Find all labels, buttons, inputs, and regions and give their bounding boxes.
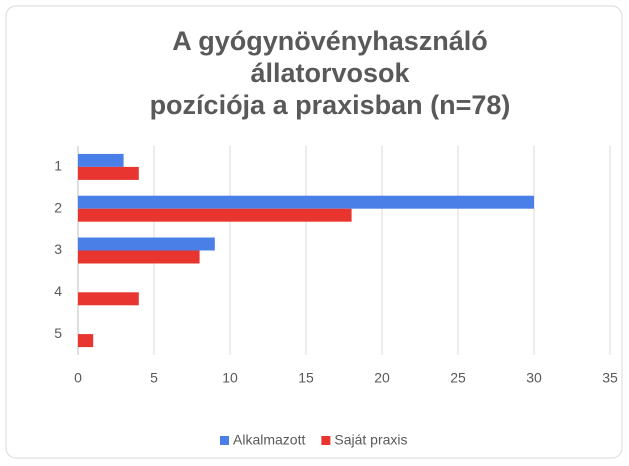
x-tick-label: 5: [150, 370, 158, 386]
chart-title: A gyógynövényhasználó: [172, 26, 488, 56]
bar: [78, 250, 200, 264]
bar: [78, 334, 94, 348]
x-tick-label: 0: [74, 370, 82, 386]
x-tick-label: 25: [450, 370, 466, 386]
y-tick-label: 1: [54, 158, 62, 174]
y-tick-label: 4: [54, 283, 62, 299]
x-tick-label: 30: [526, 370, 542, 386]
x-tick-label: 10: [222, 370, 238, 386]
legend-label: Saját praxis: [334, 432, 407, 448]
bar: [78, 208, 352, 222]
bar: [78, 153, 124, 167]
bar: [78, 195, 534, 209]
chart-title: állatorvosok: [250, 58, 410, 88]
y-tick-label: 2: [54, 199, 62, 215]
chart-title: pozíciója a praxisban (n=78): [150, 90, 511, 120]
legend-swatch: [321, 436, 331, 445]
y-tick-label: 5: [54, 325, 62, 341]
bar: [78, 166, 139, 180]
legend-swatch: [220, 436, 229, 445]
chart-frame: [5, 5, 623, 459]
x-tick-label: 20: [374, 370, 390, 386]
bar: [78, 292, 139, 306]
legend-label: Alkalmazott: [233, 432, 305, 448]
x-tick-label: 15: [298, 370, 314, 386]
bar: [78, 237, 215, 251]
y-tick-label: 3: [54, 241, 62, 257]
x-tick-label: 35: [602, 370, 618, 386]
